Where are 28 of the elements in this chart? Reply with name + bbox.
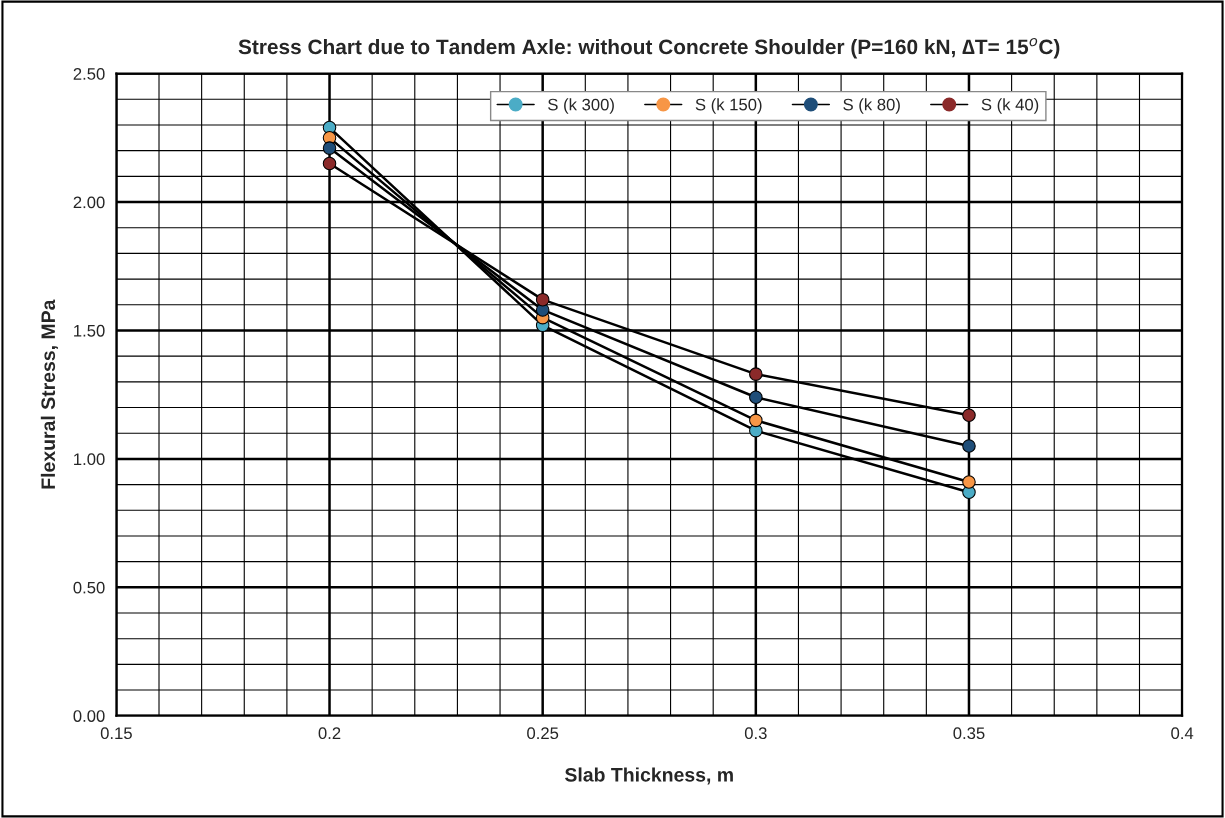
chart-title: Stress Chart due to Tandem Axle: without Concrete Shoulder (P=160 kN, ∆T= 15$^{o}$C) — [238, 37, 1060, 59]
point — [749, 367, 763, 381]
x-tick-label: 0.15 — [100, 727, 132, 740]
y-tick-label: 1.50 — [74, 324, 105, 337]
point — [322, 141, 337, 155]
point — [535, 292, 550, 307]
y-tick-label: 0.00 — [73, 710, 105, 722]
point — [322, 156, 337, 171]
legend-label: S (k 40) — [981, 98, 1039, 114]
point — [962, 408, 976, 422]
x-tick-label: 0.4 — [1171, 727, 1194, 740]
x-axis-title: Slab Thickness, m — [564, 767, 733, 785]
x-tick-label: 0.2 — [318, 727, 341, 740]
y-tick-label: 2.00 — [73, 196, 105, 209]
y-tick-label: 0.50 — [73, 581, 105, 594]
y-tick-label: 2.50 — [73, 68, 105, 80]
y-axis-title: Flexural Stress, MPa — [40, 299, 58, 489]
x-tick-label: 0.35 — [953, 727, 985, 740]
legend-label: S (k 150) — [695, 98, 762, 114]
point — [962, 439, 976, 453]
point — [962, 475, 976, 489]
x-tick-label: 0.25 — [527, 727, 559, 740]
y-tick-label: 1.00 — [74, 453, 105, 466]
x-tick-label: 0.3 — [744, 727, 767, 740]
point — [749, 390, 763, 405]
legend-label: S (k 300) — [548, 98, 614, 114]
legend-label: S (k 80) — [843, 98, 900, 114]
point — [749, 413, 763, 428]
